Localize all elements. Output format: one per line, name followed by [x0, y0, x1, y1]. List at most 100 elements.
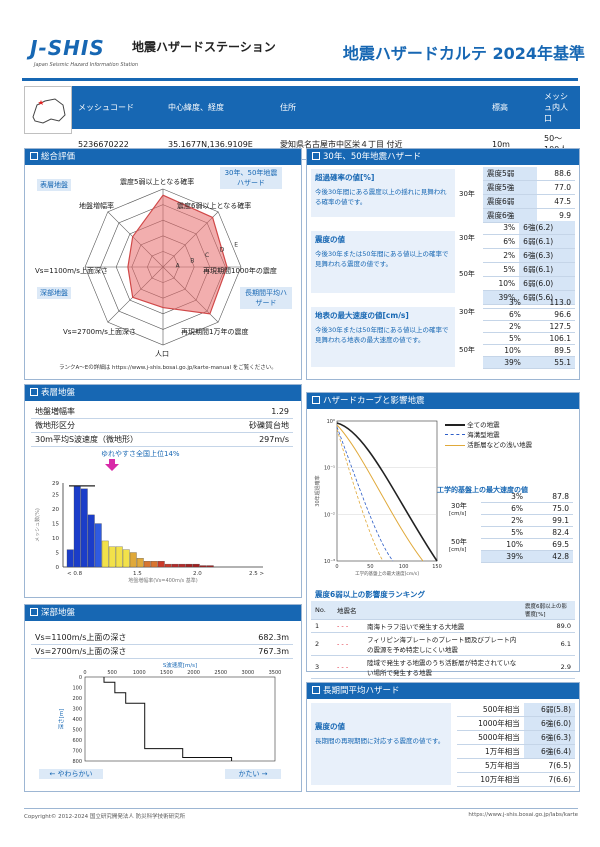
- y-axis-label: メッシュ数(%): [34, 508, 41, 542]
- x-tick-label: 0: [83, 670, 86, 676]
- info-header: 住所: [280, 103, 296, 112]
- eng-title: 工学的基盤上の最大速度の値: [437, 486, 528, 494]
- deep-val: 682.3m: [219, 631, 293, 645]
- y-tick-label: 5: [56, 551, 60, 557]
- axis-label: Vs=1100m/s上面深さ: [35, 267, 108, 275]
- exceed-val: 88.6: [537, 167, 575, 181]
- accel-title: 地表の最大速度の値[cm/s]: [315, 311, 409, 320]
- curve-all: [336, 422, 438, 562]
- prob: 39%: [483, 356, 525, 369]
- logo-name: 地震ハザードステーション: [132, 40, 276, 54]
- info-header: 標高: [492, 103, 508, 112]
- histogram-bar: [150, 561, 158, 568]
- accel-val: 89.5: [524, 344, 575, 357]
- histogram-bar: [129, 552, 137, 568]
- intensity-desc: 今後30年または50年間にある値以上の確率で見舞われる震度の値です。: [315, 250, 449, 268]
- logo-text: J-SHIS: [30, 36, 105, 60]
- prob: 5%: [481, 526, 527, 539]
- header-rule: [22, 78, 578, 81]
- logo: J-SHIS: [30, 36, 105, 60]
- hazard-curve-panel: ハザードカーブと影響地震 10⁰ 10⁻¹ 10⁻² 10⁻³ 0 50 100 150 工学的…: [306, 392, 580, 679]
- axis-label: 震度5弱以上となる確率: [120, 178, 195, 186]
- rank-line: - - -: [333, 632, 363, 656]
- y-tick-label: 0: [79, 675, 82, 681]
- curve-trench: [336, 426, 394, 562]
- axis-label: 再現期間1000年の震度: [203, 267, 277, 275]
- return-period: 500年相当: [457, 703, 524, 717]
- y-tick-label: 20: [52, 507, 59, 513]
- prob: 3%: [483, 221, 520, 235]
- y-axis-label: 30年超過確率: [314, 475, 321, 506]
- x-axis-label: 地盤増幅率(Vs=400m/s 基準): [128, 577, 197, 583]
- accel-val: 113.0: [524, 297, 575, 309]
- accel-table: 3% 113.0 6% 96.6 2% 127.5 5% 106.1 10% 89.5 3…: [483, 297, 575, 369]
- unit-label: [cm/s]: [449, 547, 467, 553]
- y-tick-label: 400: [72, 717, 82, 723]
- return-period: 10万年相当: [457, 772, 524, 787]
- y-tick-label: 10⁻¹: [324, 466, 335, 472]
- deep-val: 767.3m: [219, 644, 293, 659]
- eng-val: 75.0: [526, 502, 573, 515]
- footer-copyright: Copyright© 2012-2024 国立研究開発法人 防災科学技術研究所: [24, 814, 186, 820]
- curve-fault: [336, 424, 424, 562]
- eng-val: 82.4: [526, 526, 573, 539]
- eng-val: 87.8: [526, 491, 573, 503]
- radar-area: [127, 194, 228, 315]
- legend-all: 全ての地震: [467, 421, 500, 429]
- y-tick-label: 10⁻²: [324, 512, 335, 518]
- eng-val: 69.5: [526, 538, 573, 551]
- histogram-bar: [143, 561, 151, 568]
- surface-key: 地盤増幅率: [31, 405, 214, 419]
- accel-val: 106.1: [524, 332, 575, 345]
- page-title: 地震ハザードカルテ 2024年基準: [342, 44, 585, 63]
- tag-deep: 深部地盤: [37, 287, 71, 299]
- curve-legend: 全ての地震 海溝型地震 活断層などの浅い地震: [445, 419, 532, 449]
- x-tick-label: 2500: [214, 670, 227, 676]
- x-axis-label: S波速度[m/s]: [163, 661, 197, 669]
- exceed-desc: 今後30年間にある震度以上の揺れに見舞われる確率の値です。: [315, 188, 447, 206]
- longterm-label: 震度の値: [315, 722, 345, 731]
- histogram-bar: [108, 546, 116, 568]
- rank-val: 2.9: [521, 655, 575, 679]
- surface-key: 微地形区分: [31, 418, 214, 433]
- longterm-val: 6弱(5.8): [523, 703, 575, 717]
- x-tick-label: 2.0: [193, 571, 202, 577]
- y-tick-label: 0: [56, 565, 60, 571]
- exceed-title: 超過確率の値[%]: [315, 173, 375, 182]
- exceed-key: 震度5強: [483, 180, 538, 195]
- surface-val: 297m/s: [213, 432, 293, 447]
- radar-chart: A B C D E: [84, 188, 242, 346]
- prob: 2%: [481, 514, 527, 527]
- histogram-bar: [66, 549, 74, 568]
- intensity-val: 6強(6.3): [519, 248, 575, 263]
- deep-title: 深部地盤: [25, 605, 301, 621]
- prob: 5%: [483, 332, 525, 345]
- accel-box: 地表の最大速度の値[cm/s] 今後30年または50年間にある値以上の確率で見舞…: [311, 307, 455, 367]
- velocity-profile-line: [103, 677, 233, 761]
- histogram-bar: [171, 563, 179, 568]
- histogram-bar: [115, 546, 123, 568]
- legend-fault: 活断層などの浅い地震: [467, 441, 533, 449]
- x-tick-label: 2000: [187, 670, 200, 676]
- accel-val: 127.5: [524, 320, 575, 333]
- exceed-box: 超過確率の値[%] 今後30年間にある震度以上の揺れに見舞われる確率の値です。: [311, 169, 455, 217]
- x-tick-label: 500: [107, 670, 117, 676]
- prob: 10%: [481, 538, 527, 551]
- period-label: 30年: [459, 190, 475, 198]
- axis-label: 震度6弱以上となる確率: [177, 202, 252, 210]
- x-tick-label: 0: [335, 564, 338, 570]
- x-tick-label: 100: [399, 564, 409, 570]
- period-label: 30年: [459, 234, 475, 242]
- hazard-3050-title: 30年、50年地震ハザード: [307, 149, 579, 165]
- y-tick-label: 100: [72, 686, 82, 692]
- histogram-bar: [199, 565, 207, 568]
- longterm-val: 6強(6.3): [523, 730, 575, 745]
- legend-trench: 海溝型地震: [467, 431, 500, 439]
- prob: 3%: [481, 491, 527, 503]
- rank-header: 地震名: [333, 601, 521, 620]
- prob: 10%: [483, 344, 525, 357]
- rank-val: 89.0: [521, 619, 575, 633]
- x-tick-label: 3000: [241, 670, 254, 676]
- prob: 39%: [481, 550, 527, 563]
